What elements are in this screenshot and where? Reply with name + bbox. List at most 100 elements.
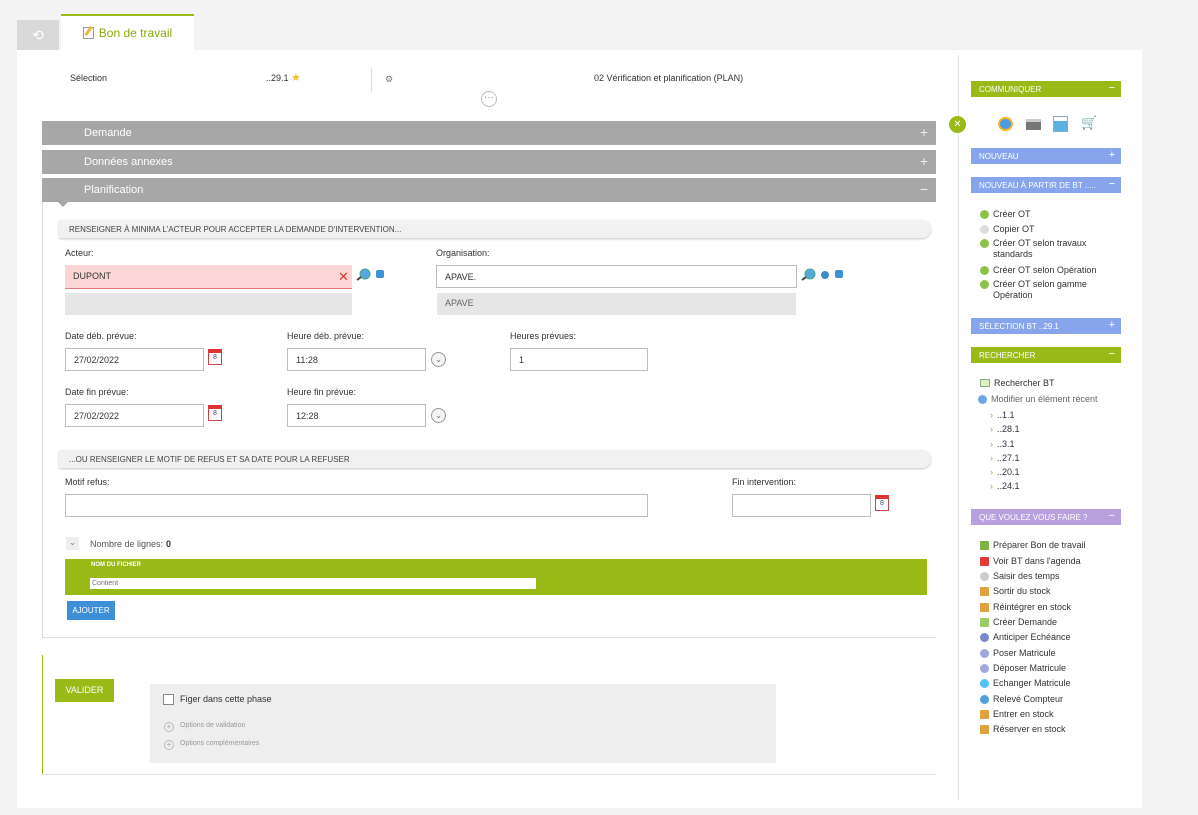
add-button[interactable]: AJOUTER bbox=[67, 601, 115, 620]
chevron-right-icon: › bbox=[990, 453, 993, 463]
section-bottom-border bbox=[42, 637, 936, 638]
add-icon[interactable] bbox=[835, 270, 843, 278]
expand-icon: + bbox=[1108, 319, 1115, 331]
sidebar-item-label: Copier OT bbox=[993, 224, 1035, 234]
sidebar-item-rechercher-bt[interactable]: Rechercher BT bbox=[980, 378, 1120, 389]
action-releve-compteur[interactable]: Relevé Compteur bbox=[980, 694, 1120, 705]
organisation-input[interactable]: APAVE. bbox=[436, 265, 797, 288]
header-divider bbox=[371, 68, 372, 92]
section-planification[interactable]: Planification − bbox=[42, 178, 936, 202]
clear-icon[interactable]: ✕ bbox=[338, 269, 349, 284]
sidebar-que-faire-title: QUE VOULEZ VOUS FAIRE ? bbox=[979, 512, 1088, 522]
calendar-icon[interactable]: 8 bbox=[875, 495, 889, 511]
sidebar-communiquer-title: COMMUNIQUER bbox=[979, 84, 1042, 94]
tab-bon-de-travail[interactable]: Bon de travail bbox=[61, 14, 194, 50]
action-poser-matricule[interactable]: Poser Matricule bbox=[980, 648, 1120, 659]
recent-item-label: ..24.1 bbox=[997, 481, 1020, 491]
gear-icon[interactable]: ⚙ bbox=[385, 74, 394, 84]
sidebar-item-creer-ot-operation[interactable]: Créer OT selon Opération bbox=[980, 265, 1120, 276]
sidebar-que-faire[interactable]: QUE VOULEZ VOUS FAIRE ? − bbox=[971, 509, 1121, 525]
recent-item[interactable]: › ..1.1 bbox=[990, 410, 1015, 420]
sidebar-item-creer-ot-travaux[interactable]: Créer OT selon travaux standards bbox=[980, 238, 1120, 260]
recent-item[interactable]: › ..20.1 bbox=[990, 467, 1020, 477]
calendar-icon bbox=[980, 557, 989, 566]
add-icon[interactable] bbox=[376, 270, 384, 278]
date-deb-input[interactable]: 27/02/2022 bbox=[65, 348, 204, 371]
recent-item[interactable]: › ..27.1 bbox=[990, 453, 1020, 463]
cart-icon[interactable]: 🛒 bbox=[1081, 115, 1098, 130]
action-label: Déposer Matricule bbox=[993, 663, 1067, 673]
more-options-button[interactable]: ··· bbox=[481, 91, 497, 107]
action-label: Préparer Bon de travail bbox=[993, 540, 1086, 550]
expand-icon: + bbox=[919, 153, 928, 169]
action-echanger-matricule[interactable]: Echanger Matricule bbox=[980, 678, 1120, 689]
action-label: Poser Matricule bbox=[993, 648, 1056, 658]
history-tab[interactable]: ⟲ bbox=[17, 20, 59, 50]
sidebar-communiquer[interactable]: COMMUNIQUER − bbox=[971, 81, 1121, 97]
create-icon bbox=[980, 280, 989, 289]
action-deposer-matricule[interactable]: Déposer Matricule bbox=[980, 663, 1120, 674]
recent-item[interactable]: › ..28.1 bbox=[990, 424, 1020, 434]
section-donnees-annexes[interactable]: Données annexes + bbox=[42, 150, 936, 174]
expand-icon[interactable]: + bbox=[164, 740, 174, 750]
phase-label: 02 Vérification et planification (PLAN) bbox=[594, 73, 744, 83]
chevron-right-icon: › bbox=[990, 481, 993, 491]
action-entrer-stock[interactable]: Entrer en stock bbox=[980, 709, 1120, 720]
file-column-header[interactable]: NOM DU FICHIER bbox=[91, 562, 141, 568]
collapse-sidebar-button[interactable]: ✕ bbox=[949, 116, 966, 133]
calendar-icon[interactable]: 8 bbox=[208, 405, 222, 421]
calendar-icon[interactable]: 8 bbox=[208, 349, 222, 365]
action-anticiper-echeance[interactable]: Anticiper Echéance bbox=[980, 632, 1120, 643]
action-label: Anticiper Echéance bbox=[993, 632, 1071, 642]
sidebar-item-creer-ot[interactable]: Créer OT bbox=[980, 209, 1120, 220]
options-validation-link[interactable]: Options de validation bbox=[180, 722, 246, 729]
organisation-detail: APAVE bbox=[437, 293, 796, 315]
validate-button[interactable]: VALIDER bbox=[55, 679, 114, 702]
fin-intervention-input[interactable] bbox=[732, 494, 871, 517]
date-fin-label: Date fin prévue: bbox=[65, 387, 129, 397]
freeze-checkbox[interactable] bbox=[163, 694, 174, 705]
action-label: Saisir des temps bbox=[993, 571, 1060, 581]
action-voir-agenda[interactable]: Voir BT dans l'agenda bbox=[980, 556, 1120, 567]
file-filter-input[interactable] bbox=[90, 578, 536, 589]
heure-fin-input[interactable]: 12:28 bbox=[287, 404, 426, 427]
date-fin-input[interactable]: 27/02/2022 bbox=[65, 404, 204, 427]
motif-refus-input[interactable] bbox=[65, 494, 648, 517]
action-preparer-bt[interactable]: Préparer Bon de travail bbox=[980, 540, 1120, 551]
action-reintegrer-stock[interactable]: Réintégrer en stock bbox=[980, 602, 1120, 613]
recent-item[interactable]: › ..24.1 bbox=[990, 481, 1020, 491]
search-globe-icon[interactable] bbox=[356, 268, 372, 281]
sidebar-nouveau-bt[interactable]: NOUVEAU À PARTIR DE BT ..... − bbox=[971, 177, 1121, 193]
print-icon[interactable] bbox=[1026, 119, 1041, 130]
clock-icon[interactable]: ⌄ bbox=[431, 352, 446, 367]
action-creer-demande[interactable]: Créer Demande bbox=[980, 617, 1120, 628]
action-reserver-stock[interactable]: Réserver en stock bbox=[980, 724, 1120, 735]
panel-divider bbox=[958, 55, 959, 800]
heures-prevues-input[interactable]: 1 bbox=[510, 348, 648, 371]
action-saisir-temps[interactable]: Saisir des temps bbox=[980, 571, 1120, 582]
favorite-star-icon[interactable]: ★ bbox=[291, 72, 301, 84]
clock-icon[interactable]: ⌄ bbox=[431, 408, 446, 423]
search-globe-icon[interactable] bbox=[801, 268, 817, 281]
sidebar-item-copier-ot[interactable]: Copier OT bbox=[980, 224, 1120, 235]
stock-in-icon bbox=[980, 603, 989, 612]
acteur-input[interactable]: DUPONT bbox=[65, 265, 352, 289]
selection-value: ..29.1 bbox=[266, 73, 289, 83]
sidebar-nouveau[interactable]: NOUVEAU + bbox=[971, 148, 1121, 164]
heure-deb-input[interactable]: 11:28 bbox=[287, 348, 426, 371]
expand-icon[interactable]: + bbox=[164, 722, 174, 732]
sidebar-item-modifier-recent[interactable]: Modifier un élément récent bbox=[978, 394, 1118, 405]
document-icon[interactable] bbox=[1054, 117, 1067, 131]
install-icon bbox=[980, 649, 989, 658]
chevron-down-icon[interactable]: ⌄ bbox=[66, 537, 79, 550]
info-icon[interactable] bbox=[998, 117, 1013, 131]
sidebar-item-creer-ot-gamme[interactable]: Créer OT selon gamme Opération bbox=[980, 279, 1120, 301]
action-sortir-stock[interactable]: Sortir du stock bbox=[980, 586, 1120, 597]
options-complementaires-link[interactable]: Options complémentaires bbox=[180, 740, 260, 747]
globe-icon[interactable] bbox=[821, 271, 829, 279]
sidebar-rechercher[interactable]: RECHERCHER − bbox=[971, 347, 1121, 363]
section-demande[interactable]: Demande + bbox=[42, 121, 936, 145]
recent-item[interactable]: › ..3.1 bbox=[990, 439, 1015, 449]
sidebar-selection-bt[interactable]: SÉLECTION BT ..29.1 + bbox=[971, 318, 1121, 334]
action-label: Créer Demande bbox=[993, 617, 1058, 627]
